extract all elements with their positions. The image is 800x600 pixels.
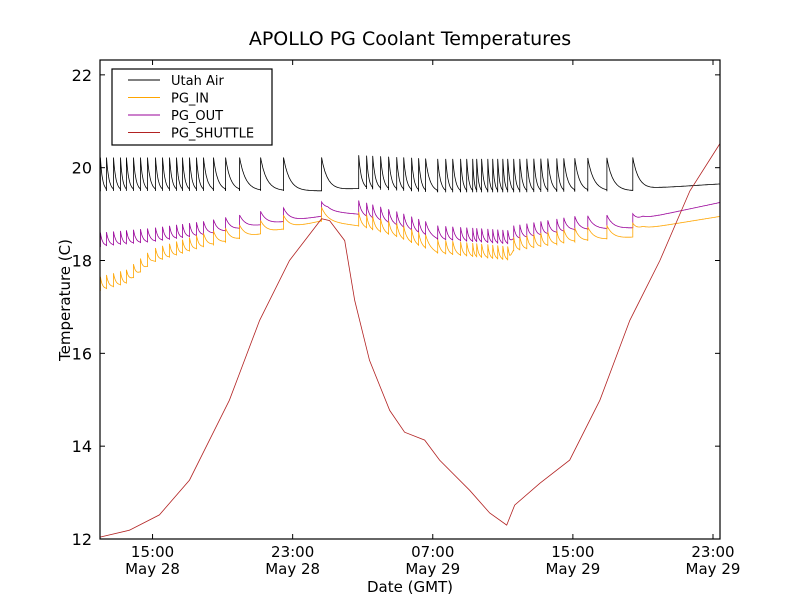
- legend-label: PG_OUT: [171, 109, 223, 124]
- x-tick-label-date: May 28: [125, 560, 180, 578]
- y-tick-label: 16: [72, 344, 92, 363]
- x-tick-label: 07:00: [411, 543, 454, 561]
- y-tick-label: 14: [72, 437, 92, 456]
- x-tick-label: 15:00: [551, 543, 594, 561]
- x-tick-label-date: May 29: [545, 560, 600, 578]
- legend-label: Utah Air: [171, 74, 224, 89]
- y-tick-label: 18: [72, 252, 92, 271]
- x-tick-label: 23:00: [691, 543, 734, 561]
- x-tick-label-date: May 29: [405, 560, 460, 578]
- legend-label: PG_SHUTTLE: [171, 127, 254, 142]
- y-tick-label: 12: [72, 530, 92, 549]
- series-line-pg-in: [99, 207, 721, 292]
- y-tick-label: 20: [72, 159, 92, 178]
- y-tick-label: 22: [72, 66, 92, 85]
- series-line-pg-out: [100, 200, 721, 248]
- series-line-pg-shuttle: [99, 143, 721, 538]
- plot-area: [99, 143, 721, 538]
- x-axis-label: Date (GMT): [367, 578, 453, 596]
- y-axis-label: Temperature (C): [56, 239, 74, 362]
- x-tick-label-date: May 28: [265, 560, 320, 578]
- x-tick-label: 15:00: [131, 543, 174, 561]
- legend-label: PG_IN: [171, 92, 209, 107]
- x-tick-label: 23:00: [271, 543, 314, 561]
- chart-title: APOLLO PG Coolant Temperatures: [249, 28, 571, 50]
- x-tick-label-date: May 29: [686, 560, 741, 578]
- series-line-utah-air: [100, 155, 721, 193]
- legend: Utah Air PG_IN PG_OUT PG_SHUTTLE: [111, 68, 273, 146]
- axes-frame: [99, 59, 721, 540]
